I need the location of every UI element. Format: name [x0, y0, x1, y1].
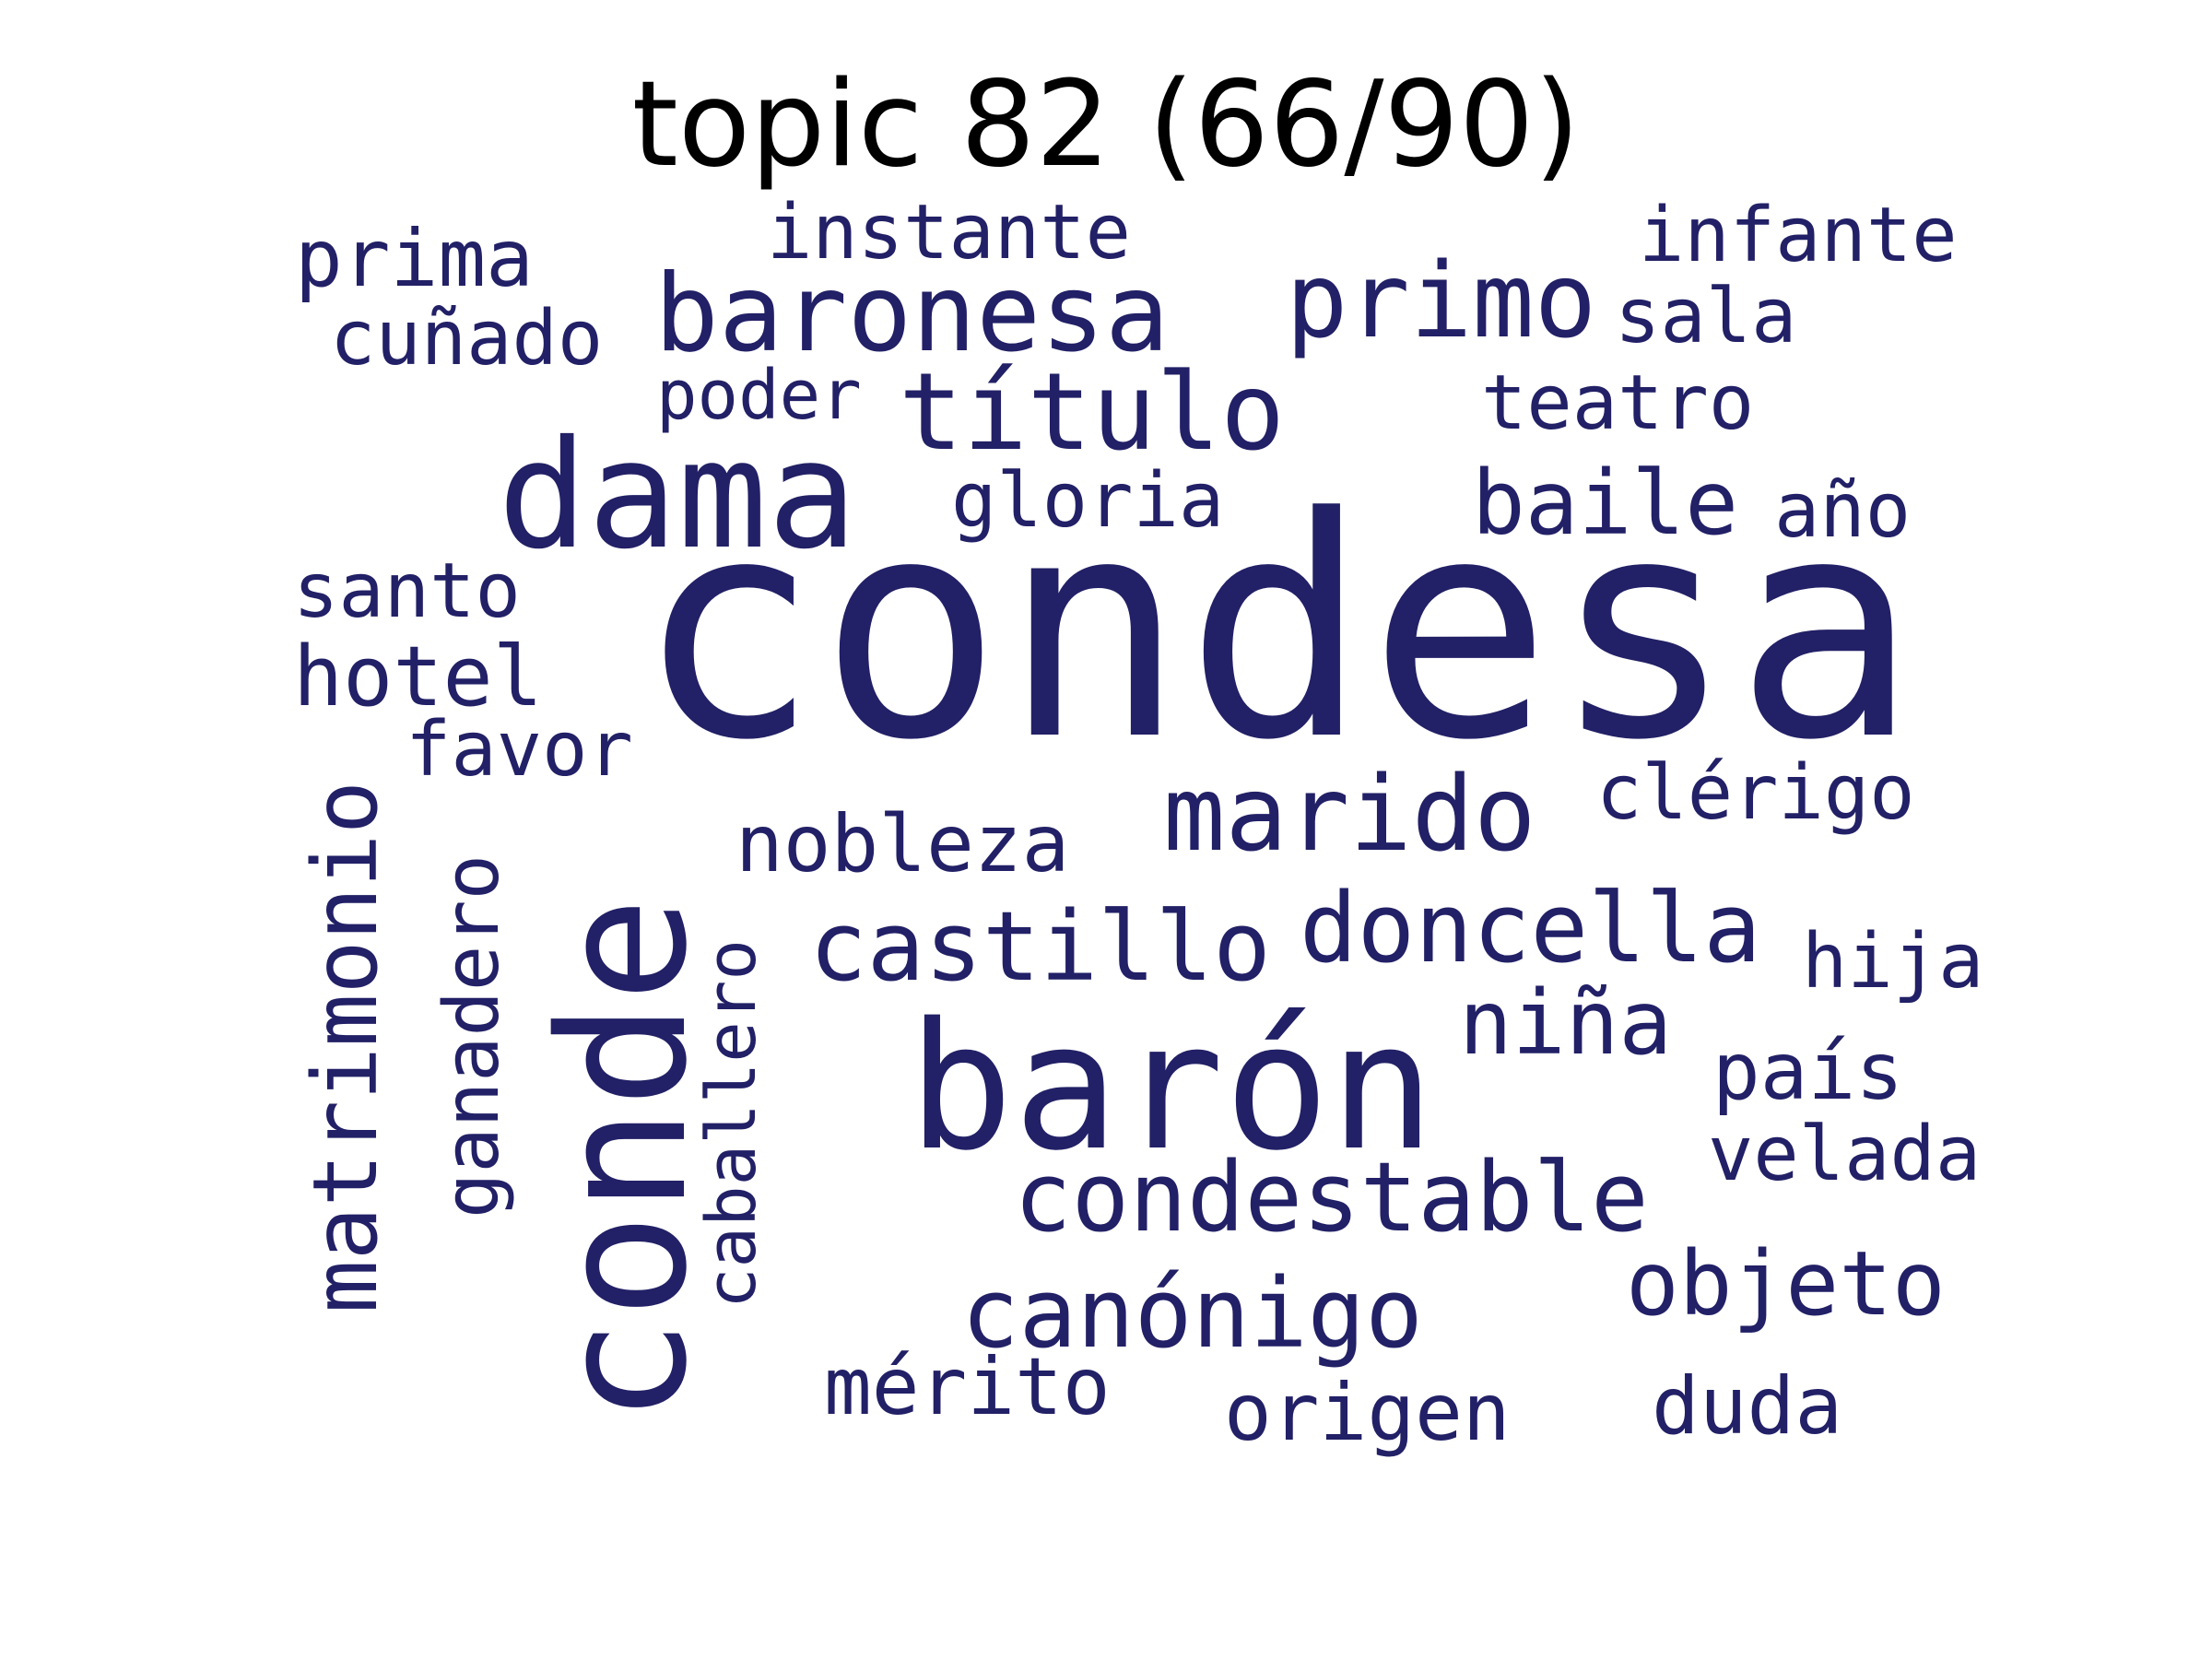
- word-infante: infante: [1639, 192, 1958, 279]
- word-sala: sala: [1615, 273, 1797, 360]
- word-objeto: objeto: [1626, 1232, 1946, 1335]
- word-baron: barón: [908, 985, 1435, 1189]
- word-titulo: título: [899, 350, 1286, 475]
- word-cunado: cuñado: [330, 295, 604, 382]
- word-conde: conde: [522, 897, 725, 1424]
- word-origen: origen: [1224, 1367, 1511, 1459]
- word-caballero: caballero: [692, 939, 771, 1309]
- word-canonigo: canónigo: [961, 1257, 1423, 1370]
- word-doncella: doncella: [1300, 872, 1761, 984]
- word-castillo: castillo: [809, 890, 1271, 1003]
- word-hija: hija: [1802, 918, 1984, 1006]
- word-gloria: gloria: [951, 457, 1225, 545]
- word-baronesa: baronesa: [654, 252, 1170, 376]
- word-santo: santo: [293, 547, 521, 635]
- word-condestable: condestable: [1014, 1141, 1649, 1253]
- word-duda: duda: [1652, 1360, 1843, 1453]
- word-primo: primo: [1286, 241, 1597, 361]
- word-ganadero: ganadero: [429, 854, 516, 1218]
- word-marido: marido: [1163, 755, 1536, 875]
- word-velada: velada: [1708, 1111, 1982, 1198]
- word-teatro: teatro: [1481, 359, 1755, 447]
- word-pais: país: [1712, 1026, 1904, 1118]
- word-nobleza: nobleza: [735, 798, 1070, 890]
- figure-title: topic 82 (66/90): [631, 56, 1581, 194]
- word-hotel: hotel: [293, 629, 543, 725]
- word-clerigo: clérigo: [1596, 749, 1915, 837]
- word-baile: baile: [1472, 452, 1738, 555]
- word-dama: dama: [498, 409, 858, 582]
- word-instante: instante: [767, 189, 1131, 276]
- word-nina: niña: [1459, 971, 1673, 1075]
- word-favor: favor: [406, 706, 633, 794]
- word-condesa: condesa: [636, 453, 1918, 806]
- word-poder: poder: [656, 356, 862, 435]
- word-matrimonio: matrimonio: [294, 781, 397, 1313]
- word-prima: prima: [295, 213, 534, 305]
- word-ano: año: [1774, 467, 1912, 555]
- word-merito: mérito: [824, 1341, 1111, 1433]
